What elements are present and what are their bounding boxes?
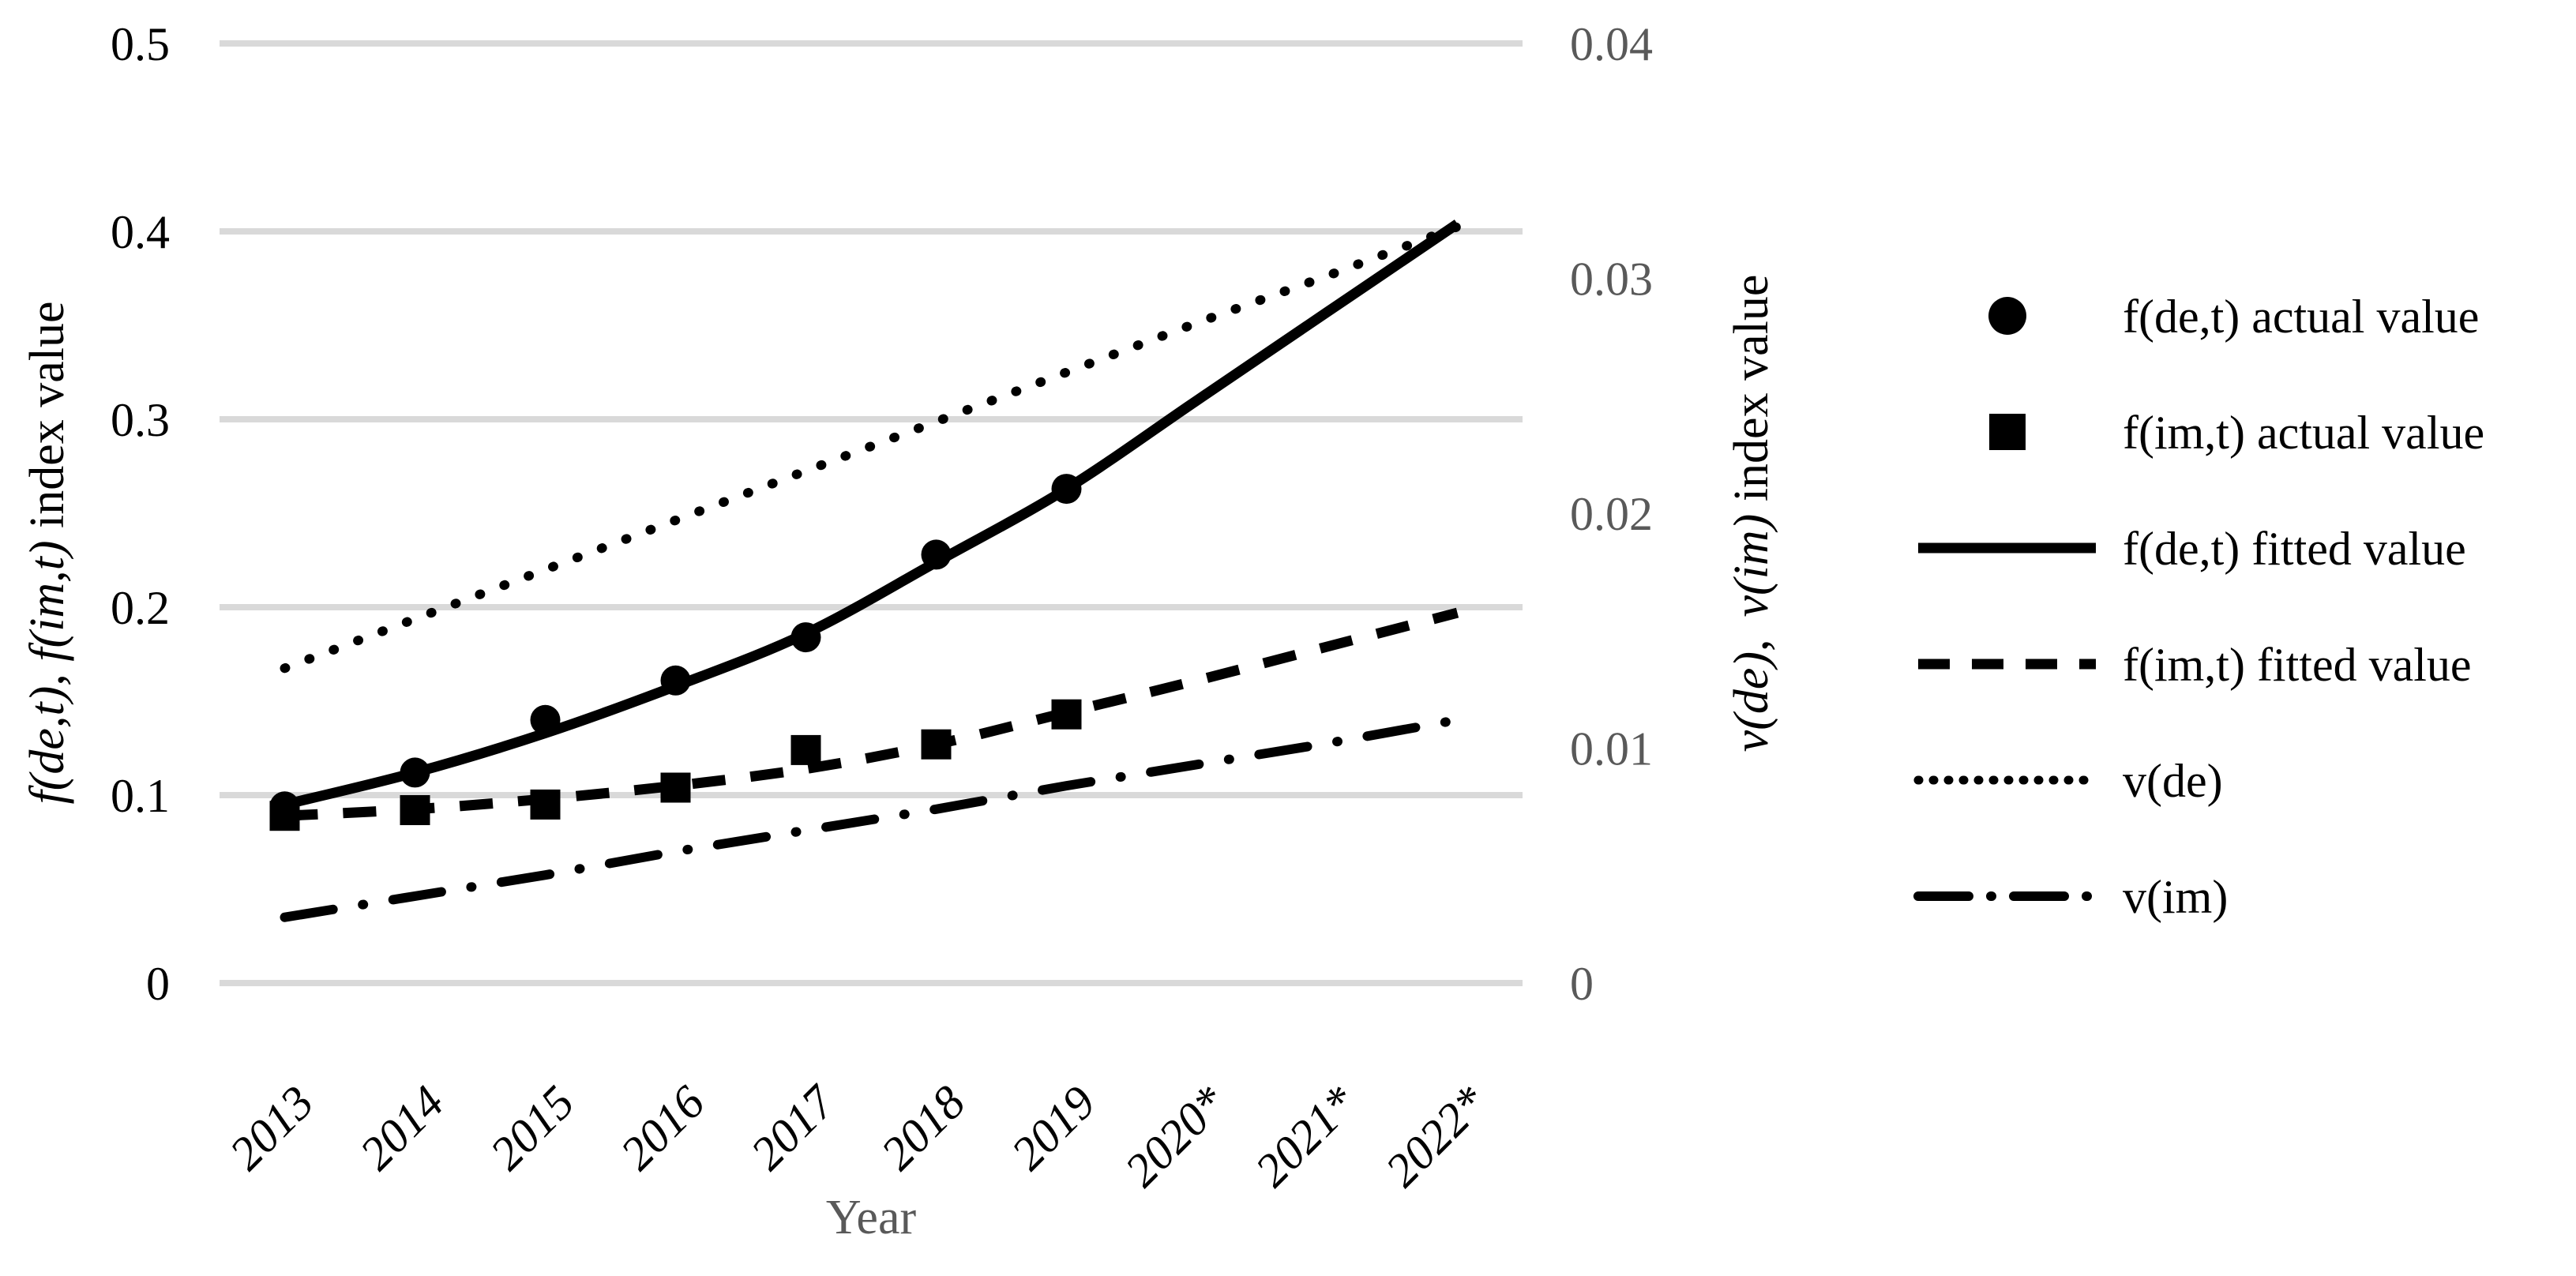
legend-item-f-im-t-fitted-value: f(im,t) fitted value [1918, 639, 2472, 691]
x-axis-tick-label: 2019 [1001, 1076, 1106, 1180]
right-axis-title: v(de), v(im) index value [1725, 275, 1778, 752]
marker-f-im-t-actual-value-2018 [921, 729, 952, 760]
right-axis-tick-label: 0.01 [1570, 723, 1653, 775]
marker-f-de-t-actual-value-2017 [790, 622, 821, 653]
right-axis-tick-label: 0.02 [1570, 488, 1653, 540]
right-axis-title-separator: , [1725, 639, 1778, 651]
legend-item-f-im-t-actual-value: f(im,t) actual value [1989, 407, 2484, 459]
legend-label: f(im,t) fitted value [2123, 639, 2472, 691]
left-axis-tick-label: 0 [146, 958, 170, 1010]
marker-f-im-t-actual-value-2013 [269, 801, 300, 831]
x-axis-tick-label: 2017 [741, 1074, 847, 1180]
right-axis-tick-label: 0.04 [1570, 18, 1653, 70]
left-axis-tick-label: 0.1 [111, 770, 170, 822]
left-axis-title: f(de,t), f(im,t) index value [21, 301, 74, 804]
legend-square-marker-icon [1989, 414, 2026, 450]
series-line-v-de [280, 222, 1463, 674]
left-axis-tick-label: 0.4 [111, 206, 170, 258]
left-axis-tick-label: 0.3 [111, 394, 170, 446]
right-axis-title-math-2: v(im) [1725, 514, 1778, 617]
x-axis-tick-label: 2020* [1115, 1076, 1236, 1197]
marker-f-im-t-actual-value-2015 [530, 789, 561, 820]
right-axis-title-math-1: v(de) [1725, 651, 1778, 752]
marker-f-im-t-actual-value-2017 [790, 734, 821, 765]
legend-item-f-de-t-actual-value: f(de,t) actual value [1988, 291, 2479, 343]
left-axis-tick-label: 0.5 [111, 18, 170, 70]
x-axis-title: Year [826, 1191, 917, 1244]
marker-f-de-t-actual-value-2014 [400, 757, 430, 788]
marker-f-im-t-actual-value-2019 [1051, 699, 1082, 730]
legend-label: f(de,t) fitted value [2123, 523, 2466, 575]
x-axis-tick-label: 2014 [350, 1076, 454, 1180]
legend-circle-marker-icon [1988, 297, 2026, 335]
legend-label: v(im) [2123, 871, 2228, 923]
left-axis-title-math: f(de,t), f(im,t) [21, 541, 74, 805]
x-axis-tick-label: 2013 [220, 1076, 324, 1180]
series-line-v-im [280, 715, 1463, 922]
legend-label: f(im,t) actual value [2123, 407, 2484, 459]
x-axis-tick-label: 2016 [610, 1076, 715, 1180]
right-axis-tick-label: 0.03 [1570, 253, 1653, 306]
legend-item-v-im: v(im) [1913, 871, 2228, 923]
left-axis-title-text: index value [21, 301, 74, 540]
legend: f(de,t) actual value f(im,t) actual value… [1913, 291, 2484, 923]
marker-f-im-t-actual-value-2014 [400, 795, 430, 825]
x-axis-tick-label: 2021* [1245, 1076, 1366, 1197]
legend-label: v(de) [2123, 755, 2223, 807]
right-axis-tick-label: 0 [1570, 958, 1594, 1010]
x-axis-tick-label: 2022* [1376, 1076, 1496, 1197]
marker-f-de-t-actual-value-2018 [921, 539, 952, 570]
x-axis-tick-label: 2018 [871, 1076, 975, 1180]
marker-f-de-t-actual-value-2016 [660, 665, 691, 696]
legend-item-v-de: v(de) [1913, 755, 2223, 807]
right-axis-title-text: index value [1725, 275, 1778, 514]
marker-f-de-t-actual-value-2015 [530, 704, 561, 735]
marker-f-de-t-actual-value-2019 [1051, 474, 1082, 505]
marker-f-im-t-actual-value-2016 [660, 772, 691, 803]
x-axis-tick-label: 2015 [480, 1076, 584, 1180]
series-line-f-im-t-fitted-value [284, 607, 1459, 821]
legend-label: f(de,t) actual value [2123, 291, 2479, 343]
left-axis-tick-label: 0.2 [111, 582, 170, 634]
legend-item-f-de-t-fitted-value: f(de,t) fitted value [1918, 523, 2466, 575]
series-line-f-de-t-fitted-value [283, 220, 1461, 810]
